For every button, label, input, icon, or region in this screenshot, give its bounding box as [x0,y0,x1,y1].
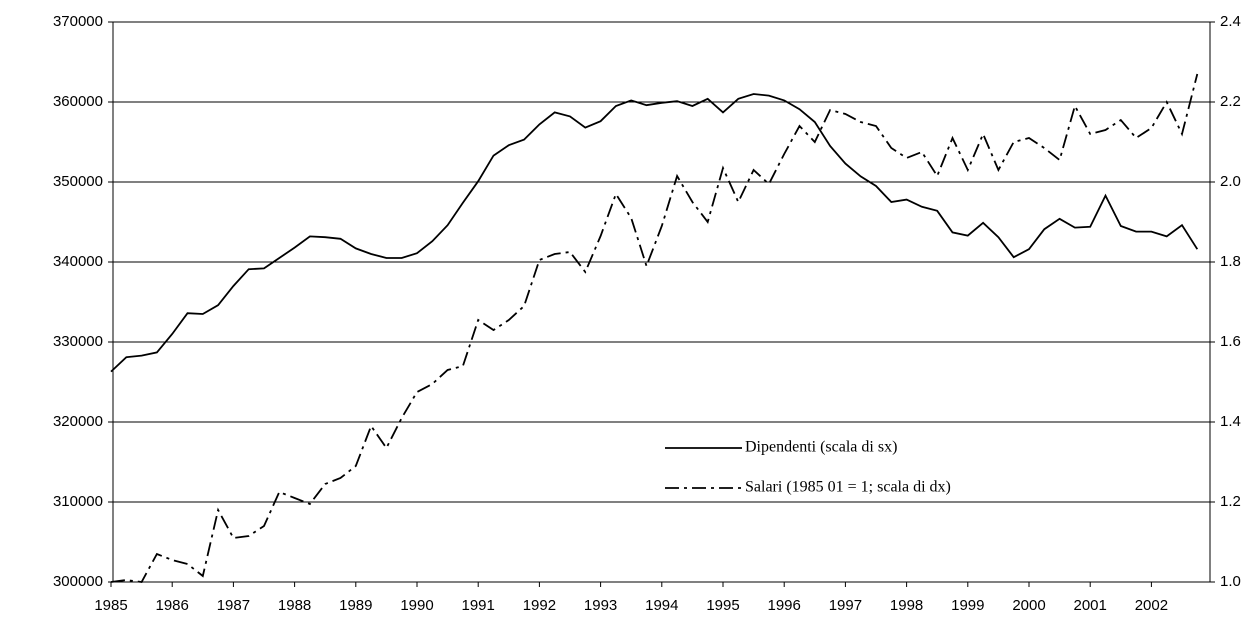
x-tick-label: 1998 [890,597,923,614]
y2-tick-label: 2.2 [1220,93,1241,110]
legend-label: Salari (1985 01 = 1; scala di dx) [745,479,951,496]
y-tick-label: 300000 [53,573,103,590]
x-tick-label: 1988 [278,597,311,614]
x-tick-label: 1999 [951,597,984,614]
y2-tick-label: 1.8 [1220,253,1241,270]
y2-tick-label: 1.6 [1220,333,1241,350]
x-tick-label: 2002 [1135,597,1168,614]
series-line [110,73,1199,583]
y2-tick-label: 1.0 [1220,573,1241,590]
series-line [110,93,1199,373]
y-tick-label: 360000 [53,93,103,110]
y-tick-label: 350000 [53,173,103,190]
x-tick-label: 1990 [400,597,433,614]
x-tick-label: 1989 [339,597,372,614]
x-tick-label: 1993 [584,597,617,614]
y-tick-label: 370000 [53,13,103,30]
y2-tick-label: 1.2 [1220,493,1241,510]
x-tick-label: 1986 [156,597,189,614]
y2-tick-label: 2.0 [1220,173,1241,190]
y2-tick-label: 1.4 [1220,413,1241,430]
y-tick-label: 320000 [53,413,103,430]
x-tick-label: 1992 [523,597,556,614]
y-tick-label: 340000 [53,253,103,270]
y2-tick-label: 2.4 [1220,13,1241,30]
x-tick-label: 2000 [1012,597,1045,614]
y-tick-label: 310000 [53,493,103,510]
x-tick-label: 1997 [829,597,862,614]
x-tick-label: 1987 [217,597,250,614]
legend-label: Dipendenti (scala di sx) [745,439,897,456]
x-tick-label: 2001 [1074,597,1107,614]
x-tick-label: 1996 [768,597,801,614]
x-tick-label: 1994 [645,597,678,614]
y-tick-label: 330000 [53,333,103,350]
x-tick-label: 1991 [462,597,495,614]
x-tick-label: 1985 [94,597,127,614]
x-tick-label: 1995 [706,597,739,614]
